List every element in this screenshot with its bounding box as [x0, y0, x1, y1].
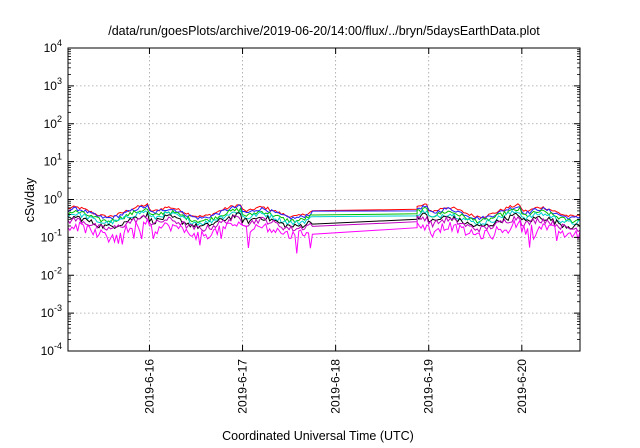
y-tick-label: 10-3: [41, 303, 62, 320]
x-tick-label: 2019-6-20: [515, 359, 529, 414]
x-tick-label: 2019-6-16: [142, 359, 156, 414]
chart-title: /data/run/goesPlots/archive/2019-06-20/1…: [108, 24, 540, 38]
x-axis-label: Coordinated Universal Time (UTC): [222, 429, 414, 443]
y-tick-label: 100: [44, 190, 62, 207]
y-tick-label: 104: [44, 38, 62, 55]
y-axis-label: cSv/day: [23, 177, 37, 222]
x-tick-label: 2019-6-19: [422, 359, 436, 414]
y-tick-label: 102: [44, 114, 62, 131]
y-tick-label: 10-2: [41, 265, 62, 282]
series-line: [67, 209, 581, 227]
x-tick-label: 2019-6-18: [329, 359, 343, 414]
y-tick-label: 101: [44, 152, 62, 169]
x-axis-ticks: 2019-6-16 2019-6-17 2019-6-18 2019-6-19 2019…: [142, 48, 529, 414]
series-line: [67, 217, 581, 254]
series-line: [67, 206, 581, 224]
x-tick-label: 2019-6-17: [236, 359, 250, 414]
series-line: [67, 215, 581, 234]
y-tick-label: 10-4: [41, 341, 62, 358]
y-axis-ticks: 104 103 102 101 100 10-1 10-2 10-3 10-4: [41, 38, 580, 358]
y-tick-label: 103: [44, 76, 62, 93]
y-tick-label: 10-1: [41, 227, 62, 244]
series-layer: [67, 202, 581, 254]
grid: [68, 48, 580, 351]
